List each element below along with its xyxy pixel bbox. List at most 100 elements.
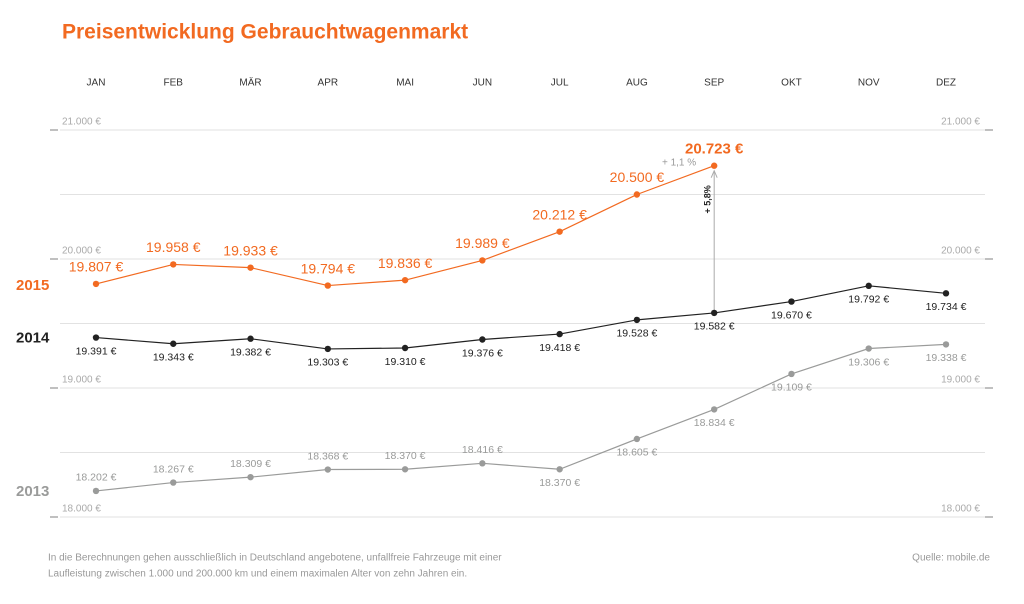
series-name: 2014 bbox=[16, 330, 50, 347]
data-label: 18.416 € bbox=[462, 444, 503, 456]
data-point bbox=[92, 280, 100, 288]
data-point bbox=[324, 282, 332, 289]
data-point bbox=[170, 479, 177, 486]
x-tick-label: FEB bbox=[164, 78, 184, 89]
data-point bbox=[633, 435, 641, 443]
data-point bbox=[170, 340, 177, 347]
x-tick-label: APR bbox=[318, 78, 339, 89]
data-point bbox=[556, 330, 563, 338]
data-point bbox=[710, 406, 718, 413]
x-tick-label: DEZ bbox=[936, 78, 956, 89]
data-point bbox=[401, 276, 409, 284]
data-point bbox=[710, 162, 718, 169]
data-label: 19.338 € bbox=[926, 352, 967, 364]
data-label: 19.528 € bbox=[616, 328, 657, 340]
data-label: 19.807 € bbox=[69, 259, 124, 275]
annotation: + 5,8% bbox=[703, 185, 713, 213]
data-point bbox=[556, 228, 563, 235]
x-tick-label: NOV bbox=[858, 78, 880, 89]
y-tick-label: 19.000 € bbox=[941, 375, 980, 386]
data-label: 19.958 € bbox=[146, 239, 201, 255]
data-point bbox=[401, 466, 409, 473]
data-label: 20.723 € bbox=[685, 141, 744, 158]
data-label: 18.309 € bbox=[230, 458, 271, 470]
y-tick-label: 21.000 € bbox=[941, 117, 980, 128]
footnote: In die Berechnungen gehen ausschließlich… bbox=[48, 553, 502, 564]
data-point bbox=[247, 264, 254, 271]
data-label: 18.834 € bbox=[694, 417, 735, 429]
data-point bbox=[324, 345, 332, 353]
data-label: 18.605 € bbox=[616, 447, 657, 459]
data-label: 19.418 € bbox=[539, 342, 580, 354]
chart-title: Preisentwicklung Gebrauchtwagenmarkt bbox=[62, 21, 468, 44]
series-name: 2013 bbox=[16, 483, 49, 500]
data-label: 19.836 € bbox=[378, 255, 433, 271]
x-tick-label: SEP bbox=[704, 78, 724, 89]
data-point bbox=[633, 316, 641, 324]
x-tick-label: JUL bbox=[551, 78, 569, 89]
annotation: + 1,1 % bbox=[662, 157, 696, 168]
data-point bbox=[247, 335, 254, 342]
y-tick-label: 20.000 € bbox=[941, 246, 980, 257]
data-point bbox=[865, 282, 872, 290]
data-label: 19.343 € bbox=[153, 352, 194, 364]
y-tick-label: 18.000 € bbox=[941, 504, 980, 515]
y-tick-label: 21.000 € bbox=[62, 117, 101, 128]
data-label: 20.500 € bbox=[610, 169, 665, 185]
x-tick-label: AUG bbox=[626, 78, 648, 89]
data-label: 19.391 € bbox=[76, 345, 117, 357]
source: Quelle: mobile.de bbox=[912, 553, 990, 564]
data-point bbox=[170, 261, 177, 268]
data-label: 18.202 € bbox=[76, 472, 117, 484]
series-name: 2015 bbox=[16, 277, 49, 294]
data-label: 18.267 € bbox=[153, 463, 194, 475]
data-point bbox=[247, 473, 254, 481]
arrow-head bbox=[710, 169, 718, 178]
data-point bbox=[479, 257, 486, 264]
x-tick-label: MAI bbox=[396, 78, 414, 89]
data-point bbox=[865, 345, 872, 352]
footnote: Laufleistung zwischen 1.000 und 200.000 … bbox=[48, 569, 467, 580]
series-line bbox=[95, 285, 947, 350]
data-point bbox=[942, 341, 950, 348]
data-label: 19.933 € bbox=[223, 242, 278, 258]
data-point bbox=[479, 336, 486, 343]
x-tick-label: MÄR bbox=[239, 77, 261, 89]
data-label: 19.734 € bbox=[926, 301, 967, 313]
data-point bbox=[92, 487, 100, 495]
data-label: 19.306 € bbox=[848, 356, 889, 368]
series-line bbox=[95, 343, 947, 492]
data-point bbox=[942, 290, 950, 297]
data-point bbox=[788, 298, 795, 305]
data-point bbox=[710, 309, 718, 317]
data-label: 19.303 € bbox=[307, 357, 348, 369]
data-point bbox=[788, 370, 795, 378]
data-label: 19.792 € bbox=[848, 294, 889, 306]
data-label: 19.310 € bbox=[385, 356, 426, 368]
x-tick-label: JUN bbox=[473, 78, 492, 89]
data-label: 19.582 € bbox=[694, 321, 735, 333]
data-point bbox=[556, 466, 563, 473]
data-label: 20.212 € bbox=[532, 206, 587, 222]
data-label: 19.376 € bbox=[462, 347, 503, 359]
x-tick-label: OKT bbox=[781, 78, 802, 89]
y-tick-label: 18.000 € bbox=[62, 504, 101, 515]
data-point bbox=[401, 344, 409, 352]
data-point bbox=[324, 466, 332, 473]
x-tick-label: JAN bbox=[87, 78, 106, 89]
data-label: 18.370 € bbox=[385, 450, 426, 462]
data-label: 19.989 € bbox=[455, 235, 510, 251]
data-point bbox=[479, 460, 486, 467]
data-label: 18.370 € bbox=[539, 477, 580, 489]
data-label: 19.382 € bbox=[230, 347, 271, 359]
y-tick-label: 20.000 € bbox=[62, 246, 101, 257]
data-label: 19.109 € bbox=[771, 382, 812, 394]
data-label: 18.368 € bbox=[307, 450, 348, 462]
data-point bbox=[92, 334, 100, 341]
y-tick-label: 19.000 € bbox=[62, 375, 101, 386]
data-point bbox=[633, 191, 641, 198]
data-label: 19.794 € bbox=[301, 260, 356, 276]
data-label: 19.670 € bbox=[771, 309, 812, 321]
